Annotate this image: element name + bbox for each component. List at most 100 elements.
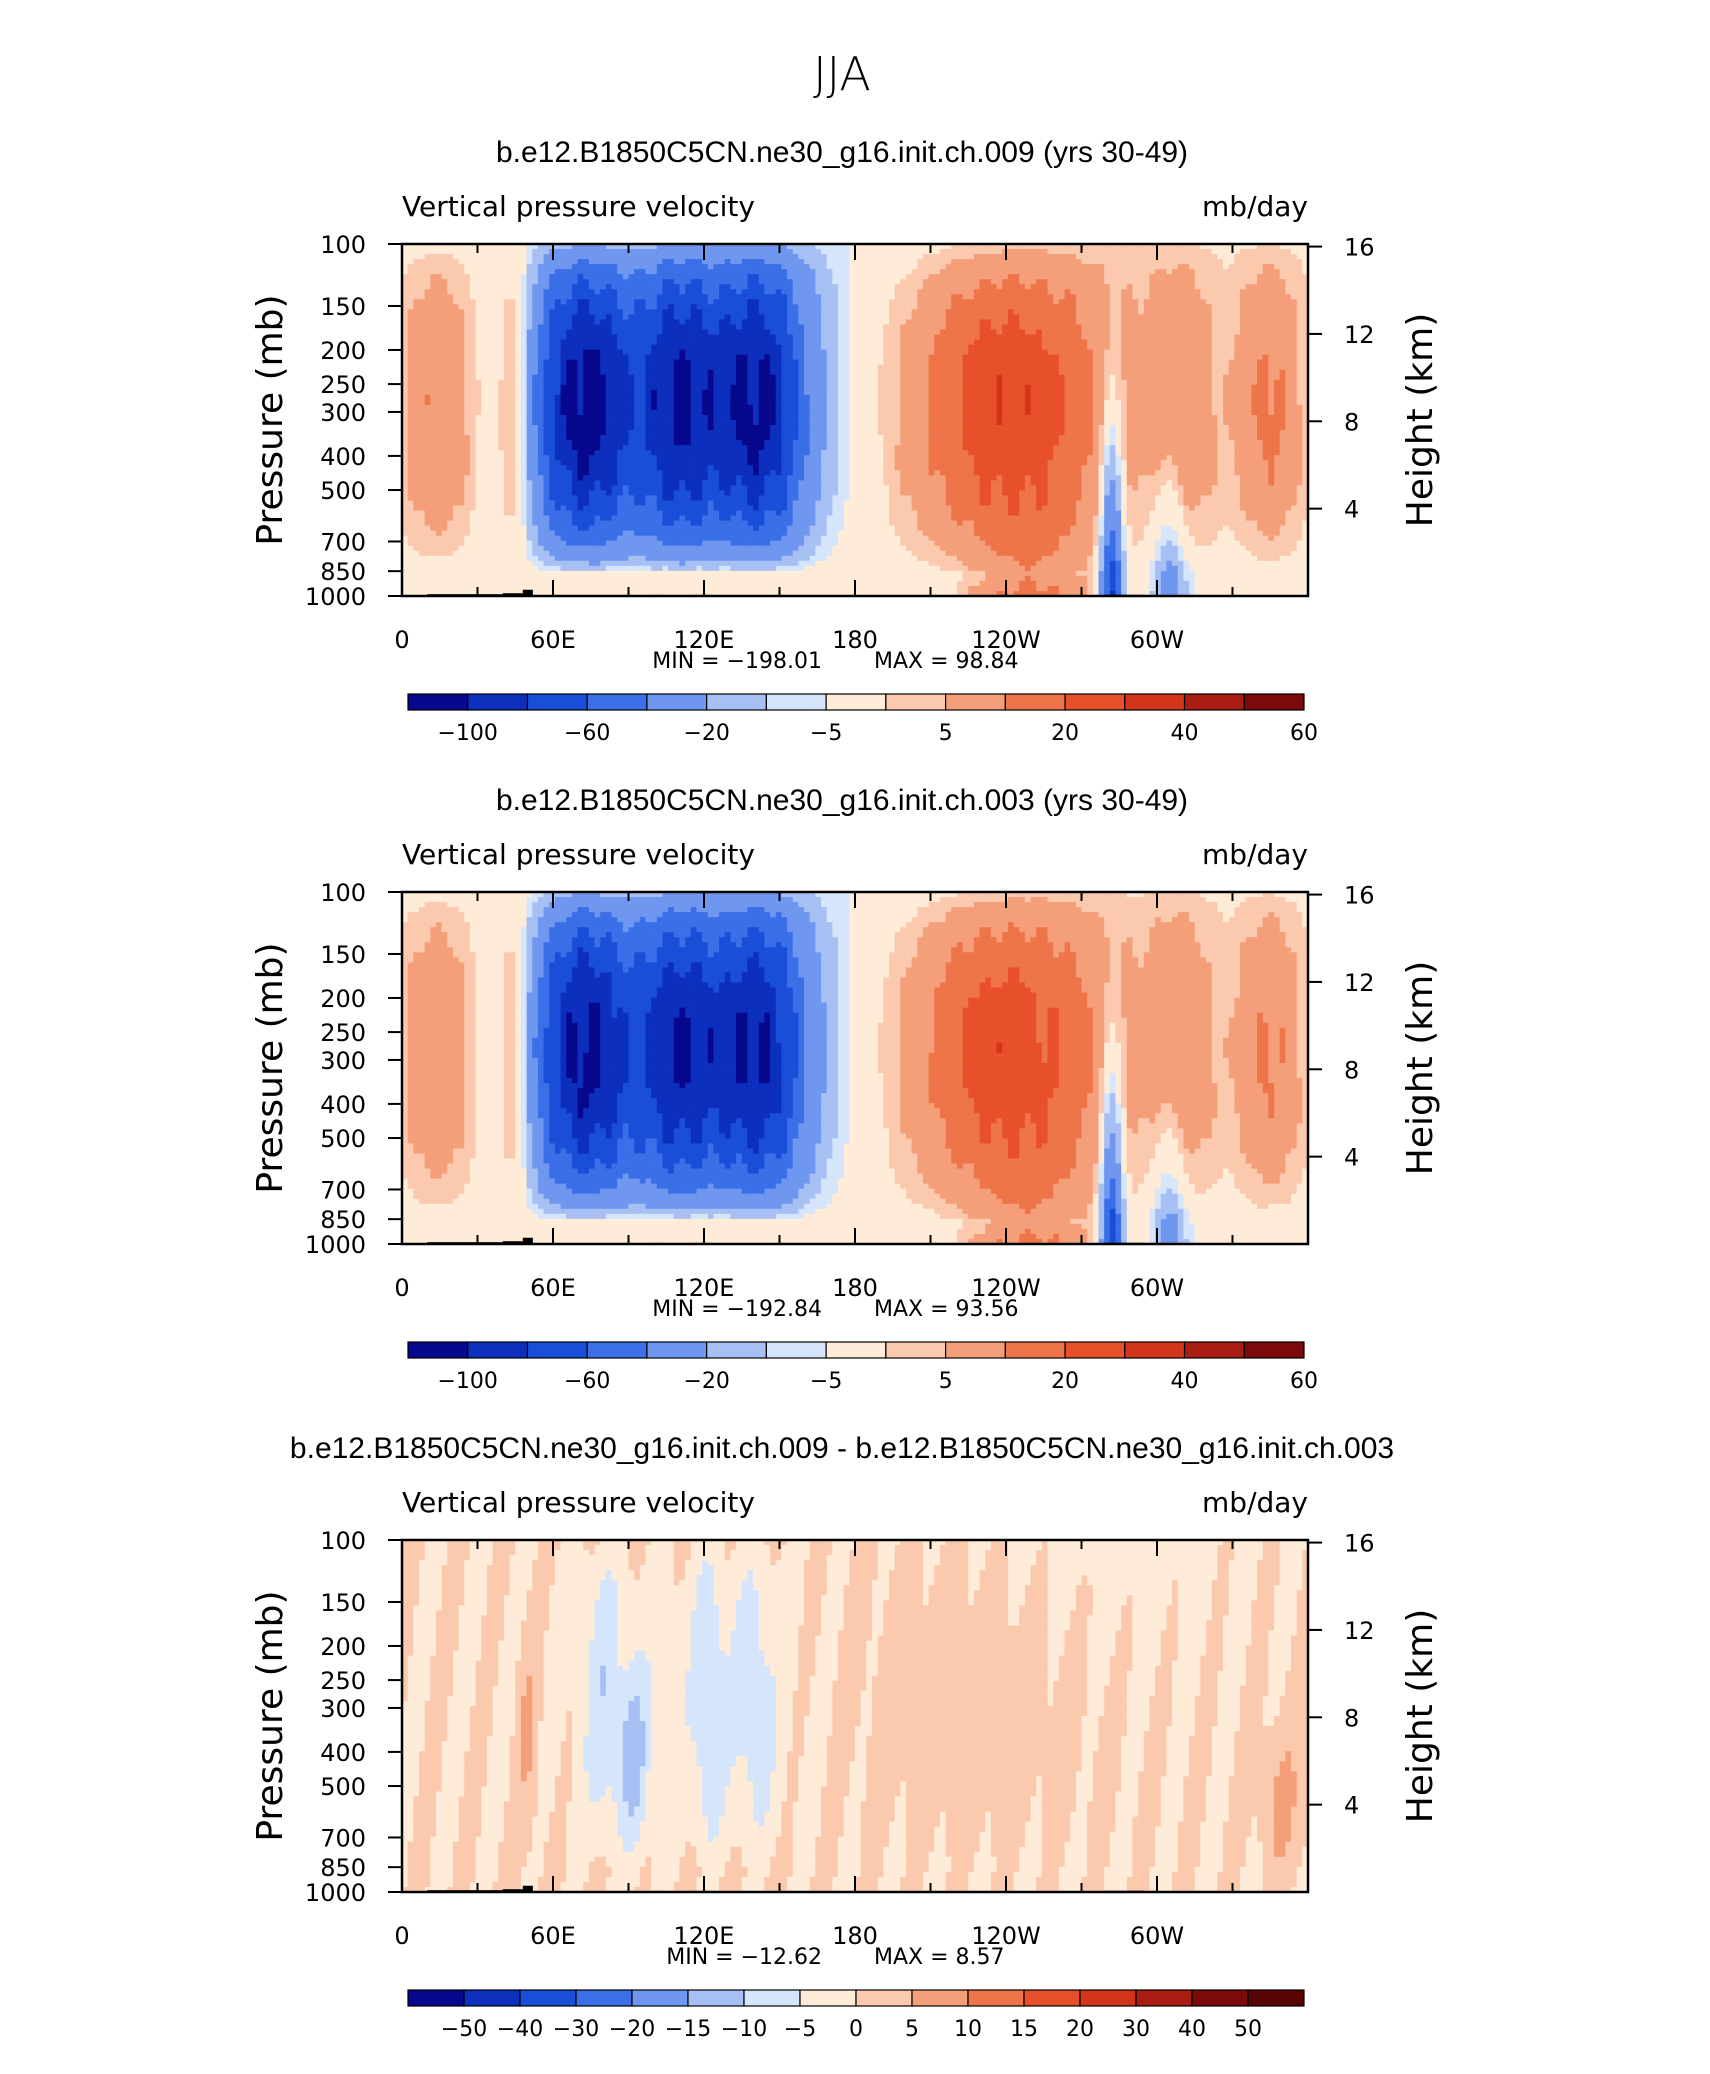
contour-cell <box>894 369 901 376</box>
contour-cell <box>600 374 607 381</box>
contour-cell <box>447 284 454 290</box>
contour-cell <box>537 279 545 285</box>
contour-cell <box>1070 264 1077 270</box>
contour-cell <box>1070 309 1077 315</box>
contour-cell <box>600 254 607 260</box>
contour-cell <box>566 279 573 285</box>
contour-cell <box>985 264 992 270</box>
contour-cell <box>990 289 998 295</box>
contour-cell <box>900 374 907 381</box>
contour-cell <box>1149 314 1156 321</box>
contour-cell <box>1007 294 1015 300</box>
contour-cell <box>1155 284 1162 290</box>
contour-cell <box>888 359 896 366</box>
contour-cell <box>430 319 437 326</box>
contour-cell <box>560 374 567 381</box>
contour-cell <box>458 399 465 406</box>
contour-cell <box>1189 324 1196 331</box>
contour-cell <box>1189 299 1196 305</box>
contour-cell <box>447 319 454 326</box>
contour-cell <box>571 399 579 406</box>
contour-cell <box>1183 259 1190 265</box>
contour-cell <box>1132 389 1139 396</box>
contour-cell <box>809 379 816 386</box>
contour-cell <box>996 289 1003 295</box>
contour-cell <box>1183 279 1190 285</box>
contour-cell <box>956 249 964 255</box>
contour-cell <box>962 249 969 255</box>
contour-cell <box>1223 354 1230 361</box>
contour-cell <box>1223 349 1230 356</box>
contour-cell <box>605 264 613 270</box>
contour-cell <box>1257 264 1264 270</box>
contour-cell <box>962 259 969 265</box>
contour-cell <box>1121 354 1128 361</box>
contour-cell <box>560 394 567 401</box>
contour-cell <box>622 359 630 366</box>
contour-cell <box>1228 364 1235 371</box>
contour-cell <box>707 334 715 341</box>
contour-cell <box>724 279 732 285</box>
contour-cell <box>481 329 488 336</box>
contour-cell <box>673 349 681 356</box>
contour-cell <box>1109 379 1117 386</box>
contour-cell <box>838 244 845 250</box>
contour-cell <box>402 324 409 331</box>
contour-cell <box>1251 364 1258 371</box>
contour-cell <box>792 359 799 366</box>
contour-cell <box>560 399 567 406</box>
contour-cell <box>990 269 998 275</box>
contour-cell <box>894 289 901 295</box>
contour-cell <box>571 324 579 331</box>
contour-cell <box>1257 329 1264 336</box>
contour-cell <box>956 344 964 351</box>
contour-cell <box>668 249 675 255</box>
contour-cell <box>1177 309 1185 315</box>
contour-cell <box>424 254 431 260</box>
contour-cell <box>905 279 913 285</box>
contour-cell <box>1177 344 1185 351</box>
contour-cell <box>1149 249 1156 255</box>
contour-cell <box>753 299 760 305</box>
contour-cell <box>571 279 579 285</box>
contour-cell <box>1257 334 1264 341</box>
contour-cell <box>1155 309 1162 315</box>
contour-cell <box>1024 314 1032 321</box>
contour-cell <box>1189 379 1196 386</box>
contour-cell <box>979 364 986 371</box>
contour-cell <box>866 279 873 285</box>
contour-cell <box>1030 254 1037 260</box>
contour-cell <box>1211 369 1218 376</box>
contour-cell <box>447 249 454 255</box>
contour-cell <box>843 284 850 290</box>
contour-cell <box>554 364 562 371</box>
contour-cell <box>464 274 471 280</box>
contour-cell <box>435 244 443 250</box>
contour-cell <box>622 274 630 280</box>
contour-cell <box>1121 269 1128 275</box>
contour-cell <box>1251 304 1258 310</box>
contour-cell <box>787 259 794 265</box>
contour-cell <box>628 389 635 396</box>
contour-cell <box>911 304 918 310</box>
contour-cell <box>877 269 884 275</box>
contour-cell <box>1189 294 1196 300</box>
contour-cell <box>1092 274 1100 280</box>
contour-cell <box>1087 244 1094 250</box>
contour-cell <box>905 389 913 396</box>
contour-cell <box>1183 344 1190 351</box>
contour-cell <box>1081 319 1088 326</box>
contour-cell <box>656 389 664 396</box>
contour-cell <box>900 284 907 290</box>
contour-cell <box>611 349 618 356</box>
contour-cell <box>866 324 873 331</box>
contour-cell <box>447 329 454 336</box>
contour-cell <box>877 394 884 401</box>
contour-cell <box>418 379 426 386</box>
contour-cell <box>934 254 941 260</box>
contour-cell <box>600 329 607 336</box>
contour-cell <box>719 309 726 315</box>
contour-cell <box>911 269 918 275</box>
contour-cell <box>781 364 788 371</box>
contour-cell <box>894 359 901 366</box>
